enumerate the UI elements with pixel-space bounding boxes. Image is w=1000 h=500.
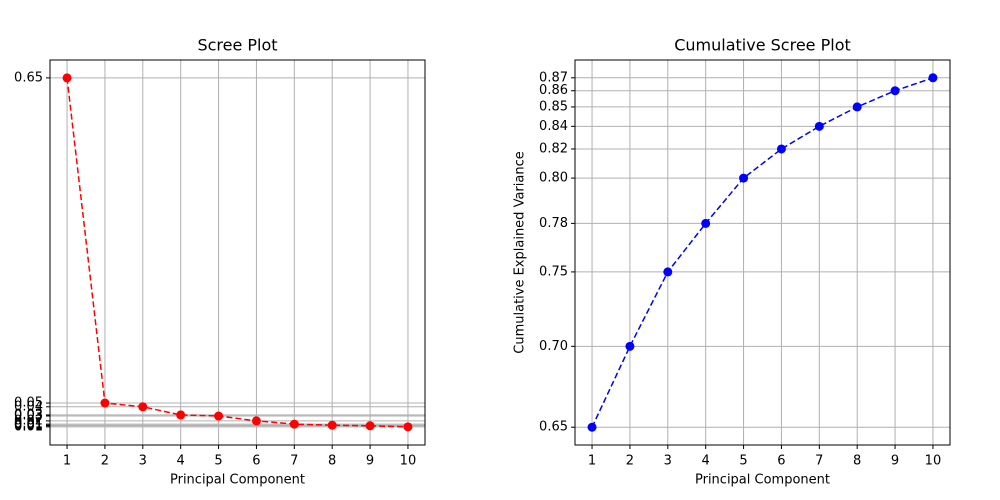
x-tick-label: 6	[777, 454, 785, 469]
x-tick-label: 3	[664, 454, 672, 469]
x-tick-label: 6	[252, 454, 260, 469]
y-tick-label: 0.87	[539, 70, 568, 85]
data-point	[776, 144, 786, 154]
data-point	[62, 73, 72, 83]
y-tick-label: 0.04	[14, 399, 43, 414]
data-point	[327, 420, 337, 430]
chart-title: Cumulative Scree Plot	[674, 36, 851, 55]
y-tick-label: 0.03	[14, 407, 43, 422]
data-point	[289, 419, 299, 429]
y-tick-label: 0.02	[14, 413, 43, 428]
y-tick-label: 0.01	[14, 419, 43, 434]
data-point	[214, 411, 224, 421]
chart-panel: 1 2 3 4 5 6 7 8 9 100.650.050.040.030.030.020.010…	[14, 36, 426, 488]
x-tick-label: 3	[139, 454, 147, 469]
y-tick-label: 0.70	[539, 339, 568, 354]
data-point	[663, 267, 673, 277]
x-tick-label: 7	[815, 454, 823, 469]
data-point	[739, 173, 749, 183]
y-tick-label: 0.75	[539, 264, 568, 279]
x-tick-label: 2	[101, 454, 109, 469]
chart-panel: 1 2 3 4 5 6 7 8 9 10 0.65 0.70 0.75 0.78 0.80 0.82 0.84 0…	[513, 36, 951, 488]
data-line	[66, 77, 408, 428]
chart-title: Scree Plot	[197, 36, 277, 55]
data-point	[176, 410, 186, 420]
y-tick-label: 0.03	[14, 409, 43, 424]
y-tick-label: 0.86	[539, 83, 568, 98]
x-tick-label: 4	[177, 454, 185, 469]
plot-frame	[49, 59, 426, 446]
x-tick-label: 5	[214, 454, 222, 469]
data-point	[251, 416, 261, 426]
data-point	[928, 73, 938, 83]
x-axis-label: Principal Component	[695, 473, 830, 488]
x-tick-label: 1	[588, 454, 596, 469]
y-tick-label: 0.65	[539, 420, 568, 435]
y-tick-label: 0.84	[539, 119, 568, 134]
data-point	[365, 421, 375, 431]
data-point	[138, 402, 148, 412]
x-tick-label: 1	[63, 454, 71, 469]
y-tick-label: 0.01	[14, 418, 43, 433]
x-tick-label: 9	[891, 454, 899, 469]
data-point	[890, 86, 900, 96]
data-point	[625, 341, 635, 351]
y-tick-label: 0.01	[14, 417, 43, 432]
y-tick-label: 0.78	[539, 216, 568, 231]
x-axis-label: Principal Component	[170, 473, 305, 488]
data-point	[403, 422, 413, 432]
data-line	[591, 77, 934, 428]
y-tick-label: 0.80	[539, 171, 568, 186]
x-tick-label: 10	[925, 454, 942, 469]
data-point	[814, 121, 824, 131]
x-tick-label: 8	[853, 454, 861, 469]
data-point	[852, 102, 862, 112]
data-point	[701, 218, 711, 228]
plot-frame	[574, 59, 951, 446]
x-tick-label: 9	[366, 454, 374, 469]
x-tick-label: 2	[626, 454, 634, 469]
x-tick-label: 5	[739, 454, 747, 469]
x-tick-label: 4	[702, 454, 710, 469]
x-tick-label: 10	[400, 454, 417, 469]
y-tick-label: 0.85	[539, 99, 568, 114]
y-tick-label: 0.01	[14, 418, 43, 433]
x-tick-label: 7	[290, 454, 298, 469]
y-axis-label: Cumulative Explained Variance	[513, 151, 528, 353]
data-point	[100, 398, 110, 408]
x-tick-label: 8	[328, 454, 336, 469]
y-tick-label: 0.82	[539, 141, 568, 156]
y-tick-label: 0.65	[14, 70, 43, 85]
data-point	[587, 422, 597, 432]
y-tick-label: 0.05	[14, 396, 43, 411]
